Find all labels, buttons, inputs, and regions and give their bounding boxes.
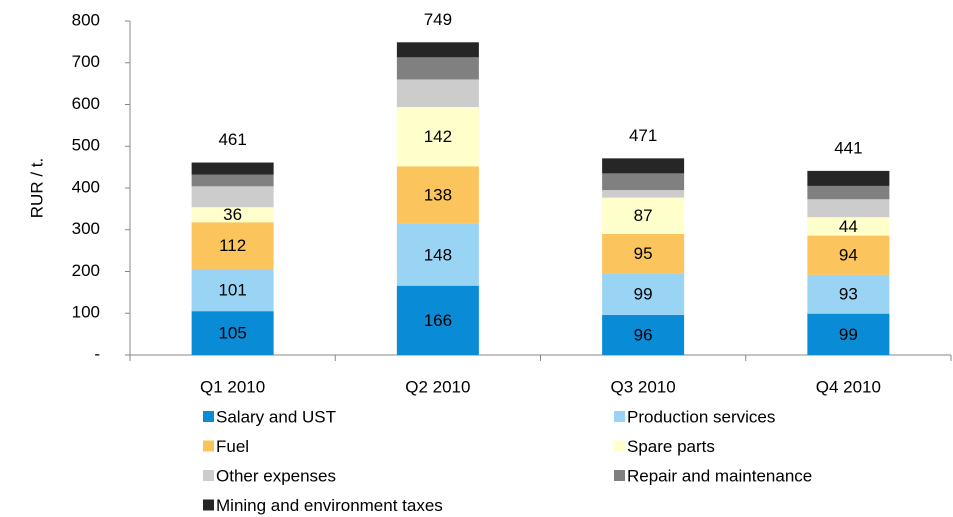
- legend-label: Production services: [627, 407, 775, 426]
- bar-segment: [807, 235, 890, 275]
- x-tick-label: Q2 2010: [405, 377, 470, 396]
- bar-segment: [191, 207, 274, 223]
- legend-label: Repair and maintenance: [627, 466, 812, 485]
- bar-segment: [191, 186, 274, 208]
- bar-segment: [396, 42, 479, 58]
- bar-segment: [807, 274, 890, 314]
- bar-segment: [191, 268, 274, 312]
- total-label: 471: [629, 126, 657, 145]
- legend-swatch: [203, 470, 214, 481]
- bar-segment: [191, 174, 274, 187]
- bar-segment: [602, 173, 685, 191]
- bar-segment: [602, 197, 685, 234]
- data-label: 87: [634, 206, 653, 225]
- total-label: 461: [218, 130, 246, 149]
- data-label: 101: [218, 281, 246, 300]
- total-label: 749: [424, 10, 452, 29]
- bar-segment: [807, 313, 890, 355]
- data-label: 36: [223, 205, 242, 224]
- y-tick-label: 600: [72, 94, 100, 113]
- y-tick-label: 200: [72, 261, 100, 280]
- bar-segment: [396, 57, 479, 80]
- y-tick-label: 100: [72, 303, 100, 322]
- bar-segment: [807, 185, 890, 200]
- bar-segment: [807, 199, 890, 218]
- y-tick-label: 400: [72, 177, 100, 196]
- y-tick-label: 700: [72, 52, 100, 71]
- bar-segment: [807, 170, 890, 186]
- y-axis-label: RUR / t.: [27, 158, 46, 218]
- y-tick-label: 500: [72, 136, 100, 155]
- bar-segment: [396, 79, 479, 108]
- data-label: 112: [219, 236, 246, 255]
- x-tick-label: Q1 2010: [200, 377, 265, 396]
- data-label: 105: [218, 324, 246, 343]
- y-tick-label: -: [94, 344, 100, 363]
- data-label: 96: [634, 325, 653, 344]
- data-label: 95: [634, 244, 653, 263]
- x-tick-label: Q3 2010: [611, 377, 676, 396]
- data-label: 148: [424, 245, 452, 264]
- data-label: 99: [634, 285, 653, 304]
- legend-swatch: [203, 411, 214, 422]
- bar-segment: [191, 162, 274, 175]
- bar-segment: [602, 314, 685, 355]
- legend-label: Other expenses: [216, 466, 336, 485]
- bar-segment: [602, 158, 685, 174]
- legend-swatch: [203, 499, 214, 511]
- legend-label: Fuel: [216, 437, 249, 456]
- legend-swatch: [614, 411, 625, 422]
- y-tick-label: 300: [72, 219, 100, 238]
- bar-segment: [602, 190, 685, 198]
- data-label: 166: [424, 311, 452, 330]
- bar-segment: [602, 233, 685, 274]
- bar-segment: [396, 166, 479, 224]
- legend-label: Spare parts: [627, 437, 715, 456]
- data-label: 93: [839, 285, 858, 304]
- data-label: 94: [839, 246, 858, 265]
- data-label: 138: [424, 186, 452, 205]
- y-tick-label: 800: [72, 10, 100, 29]
- data-label: 142: [424, 127, 452, 146]
- bar-segment: [602, 273, 685, 315]
- bar-segment: [191, 222, 274, 269]
- data-label: 99: [839, 325, 858, 344]
- bar-segment: [396, 285, 479, 355]
- x-tick-label: Q4 2010: [816, 377, 881, 396]
- bar-segment: [396, 107, 479, 167]
- total-label: 441: [834, 138, 862, 157]
- bar-segment: [807, 217, 890, 236]
- legend-swatch: [614, 440, 625, 452]
- legend-swatch: [614, 470, 625, 481]
- legend-swatch: [203, 440, 214, 452]
- bar-segment: [396, 223, 479, 286]
- legend-label: Mining and environment taxes: [216, 496, 443, 515]
- legend-label: Salary and UST: [216, 407, 336, 426]
- bar-segment: [191, 311, 274, 355]
- data-label: 44: [839, 217, 858, 236]
